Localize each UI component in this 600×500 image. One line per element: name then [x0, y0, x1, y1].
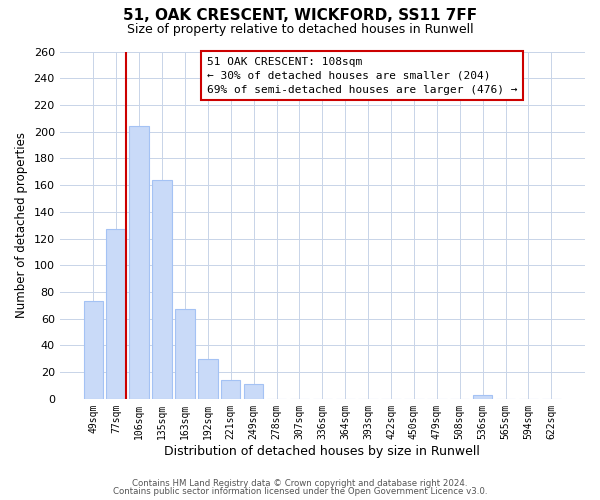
Y-axis label: Number of detached properties: Number of detached properties [15, 132, 28, 318]
Bar [106, 229, 126, 399]
Text: Contains HM Land Registry data © Crown copyright and database right 2024.: Contains HM Land Registry data © Crown c… [132, 478, 468, 488]
Bar [198, 359, 218, 399]
X-axis label: Distribution of detached houses by size in Runwell: Distribution of detached houses by size … [164, 444, 480, 458]
Bar [175, 310, 194, 399]
Text: Size of property relative to detached houses in Runwell: Size of property relative to detached ho… [127, 22, 473, 36]
Bar [221, 380, 241, 399]
Text: 51, OAK CRESCENT, WICKFORD, SS11 7FF: 51, OAK CRESCENT, WICKFORD, SS11 7FF [123, 8, 477, 22]
Bar [152, 180, 172, 399]
Bar [244, 384, 263, 399]
Bar [83, 302, 103, 399]
Text: 51 OAK CRESCENT: 108sqm
← 30% of detached houses are smaller (204)
69% of semi-d: 51 OAK CRESCENT: 108sqm ← 30% of detache… [207, 56, 517, 94]
Bar [473, 395, 493, 399]
Text: Contains public sector information licensed under the Open Government Licence v3: Contains public sector information licen… [113, 487, 487, 496]
Bar [130, 126, 149, 399]
